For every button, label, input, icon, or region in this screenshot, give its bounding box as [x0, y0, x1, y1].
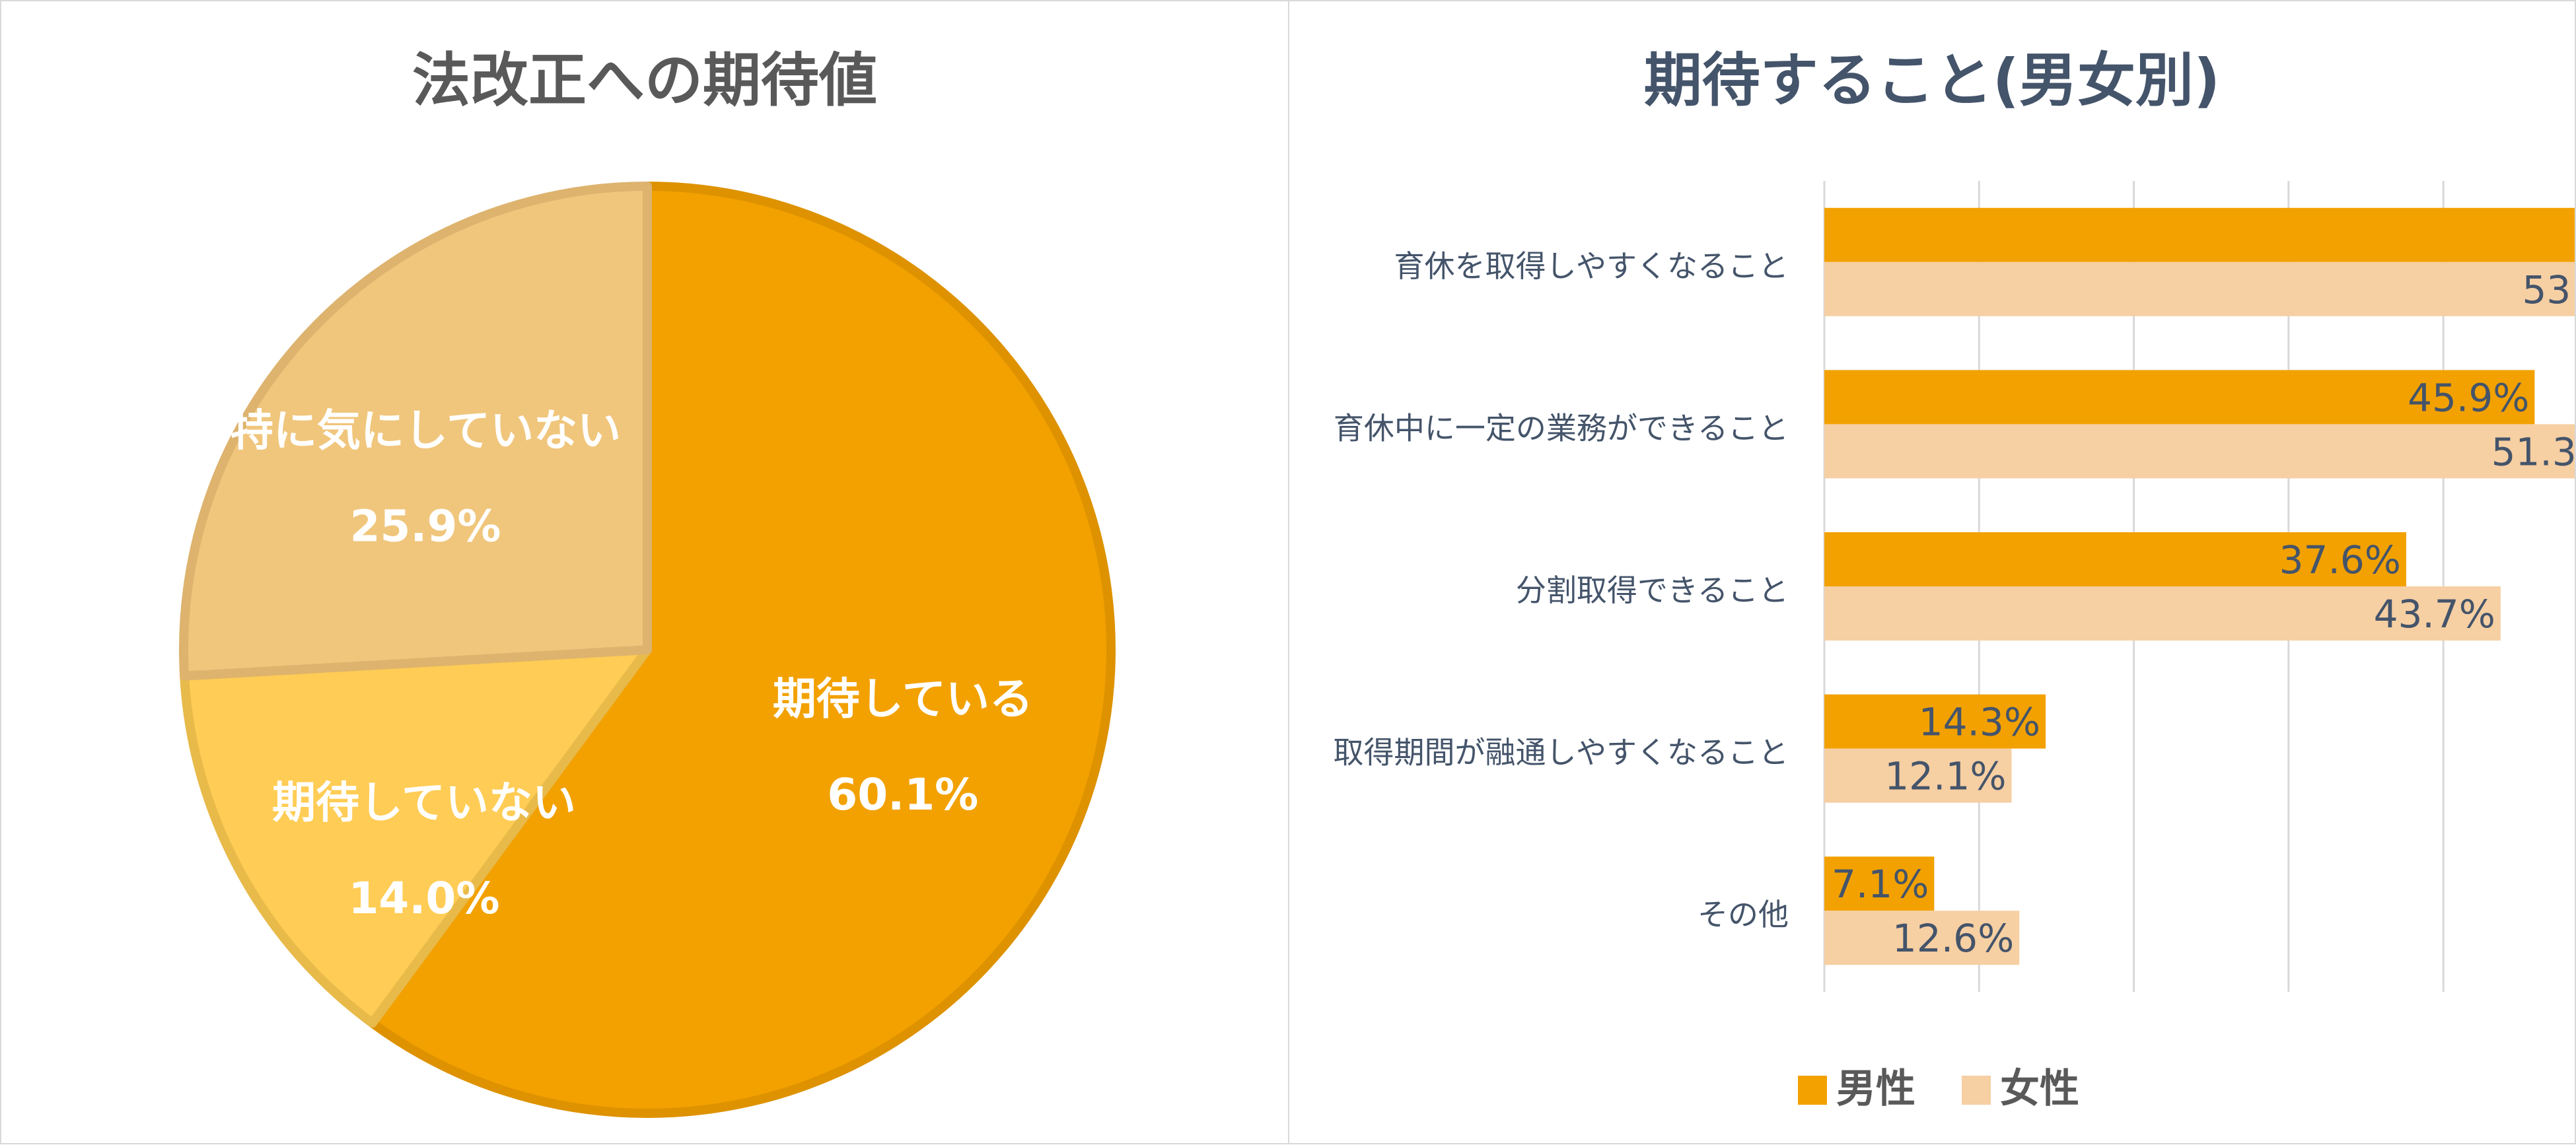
- bar-female: [1824, 586, 2501, 641]
- category-label: 分割取得できること: [1516, 573, 1789, 608]
- bar-male: [1824, 532, 2406, 586]
- bar-chart-panel: 期待すること(男女別) 68.7%53.3%45.9%51.3%37.6%43.…: [1288, 0, 2576, 1144]
- bar-chart-title: 期待すること(男女別): [1644, 46, 2220, 114]
- bar-value-label: 37.6%: [2279, 538, 2401, 582]
- category-label: 育休を取得しやすくなること: [1394, 248, 1789, 284]
- bar-value-label: 12.1%: [1884, 754, 2006, 799]
- category-label: その他: [1698, 897, 1789, 932]
- bar-chart: 期待すること(男女別) 68.7%53.3%45.9%51.3%37.6%43.…: [1333, 46, 2575, 1112]
- pie-slice-label: 期待していない: [272, 777, 576, 828]
- bar-value-label: 14.3%: [1919, 700, 2040, 745]
- pie-chart: 法改正への期待値 期待している 60.1% 期待していない 14.0% 特に気にしていな…: [179, 46, 1116, 1118]
- legend-swatch: [1798, 1076, 1827, 1105]
- pie-slice-label: 期待している: [773, 674, 1033, 724]
- legend-male: 男性: [1798, 1066, 1915, 1112]
- category-label: 育休中に一定の業務ができること: [1334, 410, 1789, 446]
- bar-value-label: 7.1%: [1832, 862, 1929, 907]
- pie-chart-title: 法改正への期待値: [412, 46, 877, 114]
- category-label: 取得期間が融通しやすくなること: [1333, 735, 1789, 771]
- bar-male: [1824, 694, 2046, 749]
- bar-female: [1824, 911, 2020, 965]
- legend-swatch: [1962, 1076, 1991, 1105]
- pie-chart-panel: 法改正への期待値 期待している 60.1% 期待していない 14.0% 特に気にしていな…: [0, 0, 1289, 1144]
- bar-female: [1824, 424, 2575, 479]
- bar-value-label: 51.3%: [2491, 429, 2575, 474]
- legend-label: 男性: [1836, 1066, 1915, 1112]
- bar-value-label: 53.3%: [2522, 267, 2575, 312]
- bar-male: [1824, 207, 2575, 262]
- pie-slice-not-expecting: [180, 645, 652, 1028]
- bar-male: [1824, 856, 1935, 911]
- pie-slice-value-label: 14.0%: [348, 873, 499, 924]
- pie-slice-value-label: 25.9%: [350, 501, 501, 551]
- pie-slice-no-opinion: [179, 182, 652, 681]
- pie-slice-label: 特に気にしていない: [230, 405, 621, 456]
- pie-slice-expecting: [367, 182, 1116, 1118]
- bar-value-label: 45.9%: [2408, 375, 2529, 420]
- bar-value-label: 12.6%: [1892, 916, 2014, 961]
- legend-label: 女性: [2000, 1066, 2079, 1112]
- pie-slice-value-label: 60.1%: [827, 769, 978, 820]
- bar-female: [1824, 261, 2575, 316]
- bar-male: [1824, 370, 2535, 425]
- legend-female: 女性: [1962, 1066, 2079, 1112]
- bar-value-label: 43.7%: [2374, 592, 2495, 637]
- bar-female: [1824, 748, 2012, 803]
